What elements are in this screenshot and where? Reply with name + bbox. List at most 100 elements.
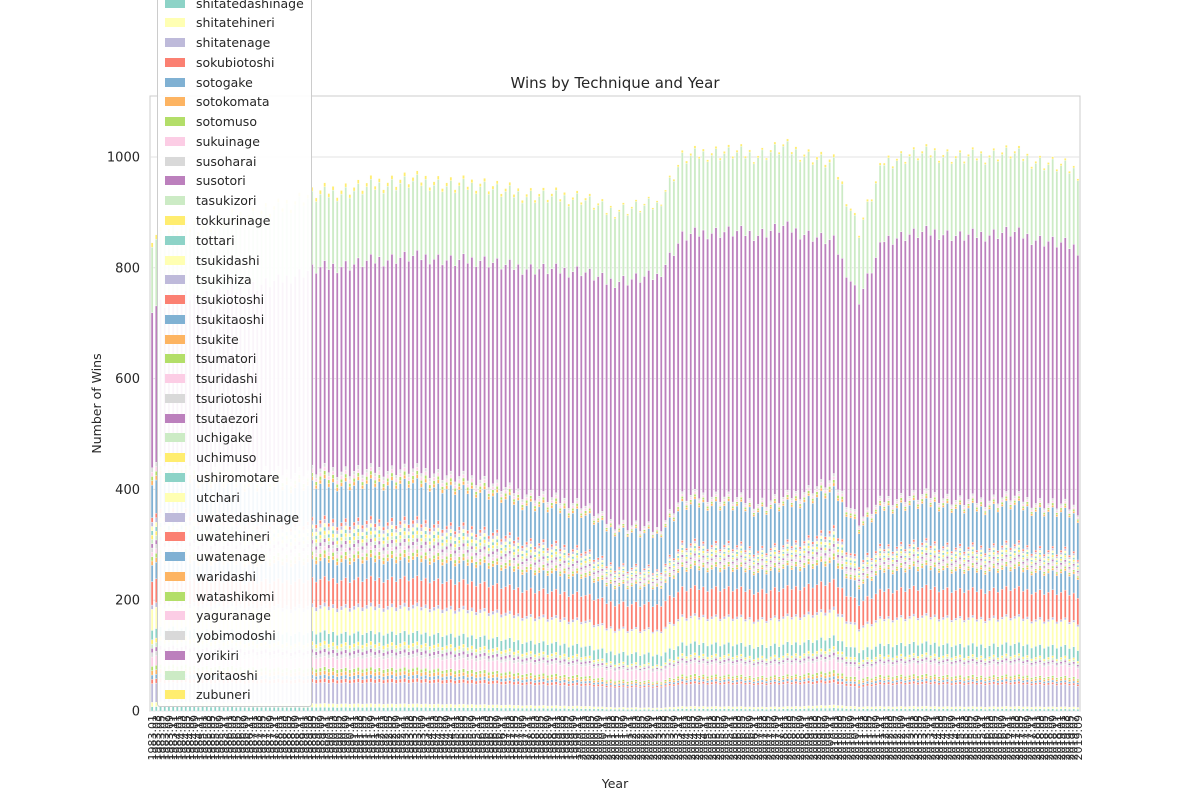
bar-segment-shitatenage xyxy=(319,682,322,704)
bar-segment-sotogake xyxy=(386,675,389,680)
bar-segment-uchigake xyxy=(512,554,516,558)
bar-segment-zubuneri xyxy=(521,200,524,204)
bar-segment-uwatenage xyxy=(470,488,474,527)
bar-segment-susoharai xyxy=(710,661,713,665)
bar-segment-yoritaoshi xyxy=(626,215,629,286)
bar-segment-shitatedashinage xyxy=(298,707,301,712)
bar-segment-tsumatori xyxy=(428,557,432,562)
bar-segment-tsukidashi xyxy=(647,629,650,653)
bar-segment-susotori xyxy=(605,666,608,669)
bar-segment-shitatehineri xyxy=(394,704,398,708)
bar-segment-uchimuso xyxy=(453,543,457,548)
bar-segment-watashikomi xyxy=(706,506,709,509)
bar-segment-yorikiri xyxy=(495,258,499,480)
bar-segment-tottari xyxy=(512,641,516,653)
bar-segment-tsukihiza xyxy=(626,631,629,634)
bar-segment-zubuneri xyxy=(340,190,343,195)
bar-segment-susotori xyxy=(365,650,368,655)
bar-segment-yoritaoshi xyxy=(470,182,474,258)
bar-segment-tsuriotoshi xyxy=(622,576,625,579)
bar-segment-tottari xyxy=(525,642,528,653)
bar-segment-uwatedashinage xyxy=(689,545,692,549)
bar-segment-tsukite xyxy=(319,557,322,562)
bar-segment-tokkurinage xyxy=(483,645,486,650)
bar-segment-sotogake xyxy=(352,675,356,680)
bar-segment-uwatenage xyxy=(512,504,516,541)
bar-segment-yoritaoshi xyxy=(441,191,444,266)
bar-segment-susotori xyxy=(550,658,554,662)
bar-segment-sotokomata xyxy=(470,672,474,677)
bar-segment-yaguranage xyxy=(542,494,545,498)
bar-segment-sotogake xyxy=(348,676,352,681)
bar-segment-tasukizori xyxy=(517,653,520,657)
bar-segment-sotomuso xyxy=(517,672,520,676)
bar-segment-tsukidashi xyxy=(554,617,558,642)
bar-segment-tsukitaoshi xyxy=(432,562,436,581)
bar-segment-sotomuso xyxy=(432,669,436,673)
bar-segment-tsukite xyxy=(702,564,705,568)
bar-segment-shitatenage xyxy=(580,685,583,707)
bar-segment-yorikiri xyxy=(634,272,638,521)
bar-segment-ushiromotare xyxy=(672,563,676,566)
bar-segment-shitatehineri xyxy=(428,704,432,708)
bar-segment-tottari xyxy=(672,649,676,661)
bar-segment-tsukiotoshi xyxy=(458,581,461,609)
bar-segment-waridashi xyxy=(390,476,394,481)
bar-segment-tokkurinage xyxy=(416,641,419,646)
bar-segment-tsukiotoshi xyxy=(664,600,667,628)
bar-segment-sotokomata xyxy=(668,679,671,682)
bar-segment-sukuinage xyxy=(365,657,368,669)
bar-segment-sotogake xyxy=(672,682,676,685)
bar-segment-tsukidashi xyxy=(538,619,541,643)
bar-segment-uwatehineri xyxy=(630,567,634,570)
bar-segment-tsukihiza xyxy=(348,608,352,613)
bar-segment-sotogake xyxy=(369,674,373,679)
bar-segment-tsukihiza xyxy=(373,606,377,611)
bar-segment-shitatenage xyxy=(596,686,600,707)
bar-segment-shitatenage xyxy=(651,687,655,709)
bar-segment-tsumatori xyxy=(504,562,507,566)
bar-segment-uwatehineri xyxy=(727,540,730,544)
bar-segment-utchari xyxy=(685,552,688,555)
bar-segment-sukuinage xyxy=(592,668,596,679)
bar-segment-shitatenage xyxy=(315,683,318,705)
bar-segment-susoharai xyxy=(634,667,638,670)
bar-segment-susotori xyxy=(588,660,591,664)
bar-segment-tasukizori xyxy=(731,659,735,662)
bar-segment-sotomuso xyxy=(382,669,385,674)
bar-segment-sotogake xyxy=(613,684,617,687)
bar-segment-uchigake xyxy=(643,576,646,579)
bar-segment-tsukite xyxy=(660,587,663,589)
bar-segment-sotomuso xyxy=(491,671,495,675)
bar-segment-yobimodoshi xyxy=(344,466,347,471)
bar-segment-tsutaezori xyxy=(601,568,604,572)
bar-segment-tsuridashi xyxy=(571,568,575,572)
bar-segment-yobimodoshi xyxy=(378,467,381,472)
bar-segment-tokkurinage xyxy=(719,656,722,660)
bar-segment-uwatehineri xyxy=(584,551,587,554)
bar-segment-shitatehineri xyxy=(592,706,596,710)
bar-segment-shitatedashinage xyxy=(386,707,389,712)
bar-segment-ushiromotare xyxy=(344,529,347,534)
bar-segment-tottari xyxy=(702,642,705,655)
bar-segment-tasukizori xyxy=(462,647,465,652)
bar-segment-sotogake xyxy=(453,677,457,681)
bar-segment-yoritaoshi xyxy=(495,183,499,259)
bar-segment-waridashi xyxy=(550,505,554,509)
bar-segment-zubuneri xyxy=(693,145,697,149)
bar-segment-utchari xyxy=(529,543,533,547)
bar-segment-tsukihiza xyxy=(327,606,331,611)
bar-segment-tsukitaoshi xyxy=(420,561,423,581)
bar-segment-tokkurinage xyxy=(474,648,478,653)
bar-segment-uwatenage xyxy=(315,488,318,525)
bar-segment-tasukizori xyxy=(525,655,528,659)
bar-segment-uwatedashinage xyxy=(672,560,676,563)
bar-segment-uchimuso xyxy=(643,574,646,577)
bar-segment-yorikiri xyxy=(575,266,579,499)
bar-segment-tsukite xyxy=(546,573,549,577)
bar-segment-yorikiri xyxy=(390,253,394,466)
bar-segment-utchari xyxy=(622,566,625,569)
bar-segment-shitatedashinage xyxy=(373,707,377,712)
bar-segment-shitatedashinage xyxy=(176,706,179,712)
bar-segment-uchigake xyxy=(432,541,436,546)
